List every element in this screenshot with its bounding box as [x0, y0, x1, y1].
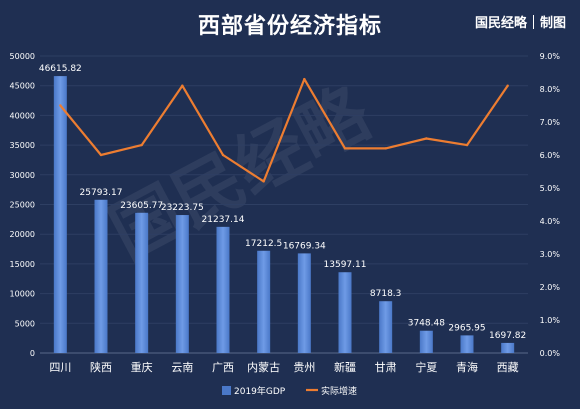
brand-suffix: 制图: [539, 16, 566, 31]
growth-point: [465, 143, 469, 147]
legend-label-gdp: 2019年GDP: [234, 385, 286, 397]
bar-value-label: 21237.14: [202, 215, 245, 225]
left-axis-tick-label: 50000: [10, 52, 35, 61]
bar-value-label: 1697.82: [489, 331, 526, 341]
right-axis-tick-label: 1.0%: [540, 316, 561, 325]
category-label: 甘肃: [375, 361, 397, 374]
right-axis-tick-label: 8.0%: [540, 85, 561, 94]
left-axis-tick-label: 0: [30, 349, 35, 358]
bar: [338, 272, 352, 353]
bar: [297, 253, 311, 353]
left-axis-tick-label: 5000: [15, 319, 35, 328]
bar-value-label: 46615.82: [39, 64, 82, 74]
bar: [53, 76, 67, 354]
growth-point: [59, 104, 62, 107]
category-label: 四川: [49, 361, 71, 374]
bar-value-label: 16769.34: [283, 241, 326, 251]
category-label: 青海: [456, 360, 478, 374]
left-axis-tick-label: 30000: [10, 171, 35, 180]
bar: [94, 199, 108, 353]
bar-value-label: 23223.75: [161, 203, 204, 213]
right-axis-tick-label: 0.0%: [540, 349, 561, 358]
legend-label-growth: 实际增速: [321, 385, 357, 397]
left-axis-tick-label: 15000: [10, 260, 35, 269]
legend-swatch-gdp: [222, 386, 231, 395]
bar: [257, 250, 271, 353]
right-axis-tick-label: 4.0%: [540, 217, 561, 226]
growth-point: [384, 147, 387, 150]
category-label: 宁夏: [415, 360, 437, 374]
bar-value-label: 2965.95: [448, 323, 485, 333]
bar-value-label: 23605.77: [120, 201, 163, 211]
bar: [135, 212, 149, 353]
brand-name: 国民经略: [474, 16, 527, 31]
growth-point: [181, 84, 184, 87]
growth-point: [99, 153, 103, 157]
right-axis-tick-label: 6.0%: [540, 151, 561, 160]
category-label: 内蒙古: [247, 360, 280, 374]
growth-point: [262, 180, 265, 183]
left-axis-tick-label: 25000: [10, 201, 35, 210]
left-axis-tick-label: 40000: [10, 111, 35, 120]
left-axis-tick-label: 10000: [10, 290, 35, 299]
left-axis-tick-label: 20000: [10, 230, 35, 239]
right-axis-tick-label: 7.0%: [540, 118, 561, 127]
bar: [460, 335, 474, 353]
growth-point: [303, 77, 306, 81]
bar-value-label: 13597.11: [324, 260, 367, 270]
growth-point: [506, 84, 509, 87]
brand-divider: [532, 15, 534, 29]
bar: [379, 301, 393, 353]
left-axis-tick-label: 45000: [10, 82, 35, 91]
bar: [419, 330, 433, 353]
bar: [501, 342, 515, 353]
category-label: 西藏: [497, 361, 519, 374]
right-axis-tick-label: 5.0%: [540, 184, 561, 193]
growth-point: [343, 147, 347, 150]
category-label: 广西: [212, 361, 234, 374]
category-label: 贵州: [293, 361, 315, 374]
chart-title: 西部省份经济指标: [197, 14, 382, 39]
right-axis-tick-label: 3.0%: [540, 250, 561, 259]
right-axis-tick-label: 9.0%: [540, 52, 561, 61]
category-label: 新疆: [334, 360, 356, 374]
bar: [216, 226, 230, 353]
growth-point: [221, 153, 225, 157]
growth-point: [425, 137, 428, 140]
brand-mark: 国民经略 制图: [475, 12, 566, 31]
bar-value-label: 17212.5: [245, 239, 282, 249]
bar: [175, 215, 189, 353]
bar-value-label: 3748.48: [408, 319, 445, 329]
bar-value-label: 25793.17: [80, 188, 123, 198]
category-label: 云南: [171, 361, 193, 374]
growth-line: [59, 77, 509, 183]
category-label: 陕西: [90, 360, 112, 374]
right-axis-tick-label: 2.0%: [540, 283, 561, 292]
category-label: 重庆: [131, 360, 153, 374]
growth-point: [140, 143, 143, 147]
bar-value-label: 8718.3: [370, 289, 402, 299]
left-axis-tick-label: 35000: [10, 141, 35, 150]
